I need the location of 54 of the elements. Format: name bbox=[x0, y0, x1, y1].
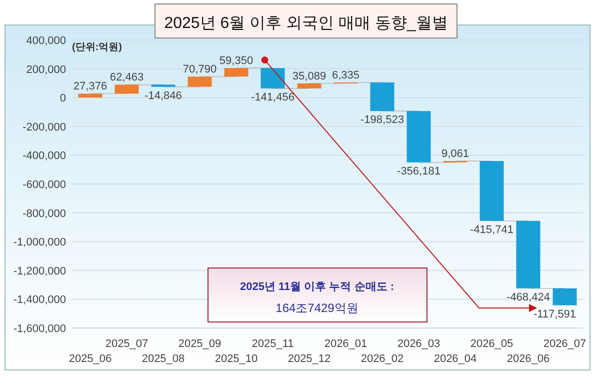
x-tick-label: 2025_12 bbox=[288, 353, 331, 365]
bar bbox=[480, 161, 504, 221]
data-label: -198,523 bbox=[360, 114, 404, 126]
data-label: -141,456 bbox=[251, 91, 294, 104]
bar bbox=[224, 68, 248, 77]
bar bbox=[297, 83, 322, 88]
x-tick-label: 2025_10 bbox=[214, 353, 258, 365]
data-label: 6,335 bbox=[332, 69, 360, 82]
annotation: 2025년 11월 이후 누적 순매도 : bbox=[240, 281, 394, 293]
data-label: -415,741 bbox=[470, 224, 514, 236]
data-label: -14,846 bbox=[144, 90, 182, 102]
bar bbox=[78, 94, 102, 98]
y-tick-label: -800,000 bbox=[22, 208, 66, 220]
y-tick-label: -1,000,000 bbox=[13, 236, 66, 249]
x-tick-label: 2026_06 bbox=[506, 353, 550, 365]
data-label: 9,061 bbox=[441, 148, 470, 160]
bar bbox=[406, 111, 431, 162]
x-tick-label: 2026_07 bbox=[543, 338, 586, 350]
data-label: 27,376 bbox=[73, 80, 108, 93]
data-label: -117,591 bbox=[533, 308, 576, 320]
y-tick-label: 400,000 bbox=[26, 35, 66, 47]
y-tick-label: -400,000 bbox=[22, 150, 66, 162]
x-tick-label: 2026_05 bbox=[470, 338, 514, 350]
annotation: 164조7429억원 bbox=[276, 301, 358, 315]
data-label: -356,181 bbox=[397, 165, 440, 178]
y-tick-label: -1,400,000 bbox=[13, 294, 66, 306]
data-label: 70,790 bbox=[182, 64, 217, 76]
x-tick-label: 2025_11 bbox=[252, 338, 294, 350]
y-tick-label: -1,200,000 bbox=[13, 265, 66, 278]
x-tick-label: 2026_01 bbox=[324, 338, 368, 350]
bar bbox=[114, 84, 139, 94]
bar bbox=[188, 76, 212, 87]
chart-title: 2025년 6월 이후 외국인 매매 동향_월별 bbox=[164, 15, 448, 32]
y-tick-label: -600,000 bbox=[22, 179, 66, 191]
bar bbox=[552, 288, 577, 306]
x-tick-label: 2026_04 bbox=[434, 353, 477, 365]
y-tick-label: 0 bbox=[60, 92, 66, 105]
x-tick-label: 2026_02 bbox=[360, 353, 404, 365]
x-tick-label: 2025_09 bbox=[178, 338, 222, 350]
bar bbox=[260, 68, 285, 88]
data-label: 62,463 bbox=[110, 72, 144, 84]
y-tick-label: 200,000 bbox=[26, 64, 66, 76]
data-label: -468,424 bbox=[506, 291, 550, 304]
x-tick-label: 2025_06 bbox=[68, 353, 112, 365]
x-tick-label: 2025_07 bbox=[105, 338, 148, 350]
annotation: (단위:억원) bbox=[72, 42, 122, 53]
x-tick-label: 2025_08 bbox=[142, 353, 185, 365]
bar bbox=[370, 82, 394, 112]
y-tick-label: -1,600,000 bbox=[13, 323, 66, 335]
bar bbox=[516, 220, 540, 288]
y-tick-label: -200,000 bbox=[22, 121, 66, 134]
data-label: 35,089 bbox=[292, 70, 326, 82]
data-label: 59,350 bbox=[219, 55, 254, 68]
x-tick-label: 2026_03 bbox=[397, 338, 440, 350]
